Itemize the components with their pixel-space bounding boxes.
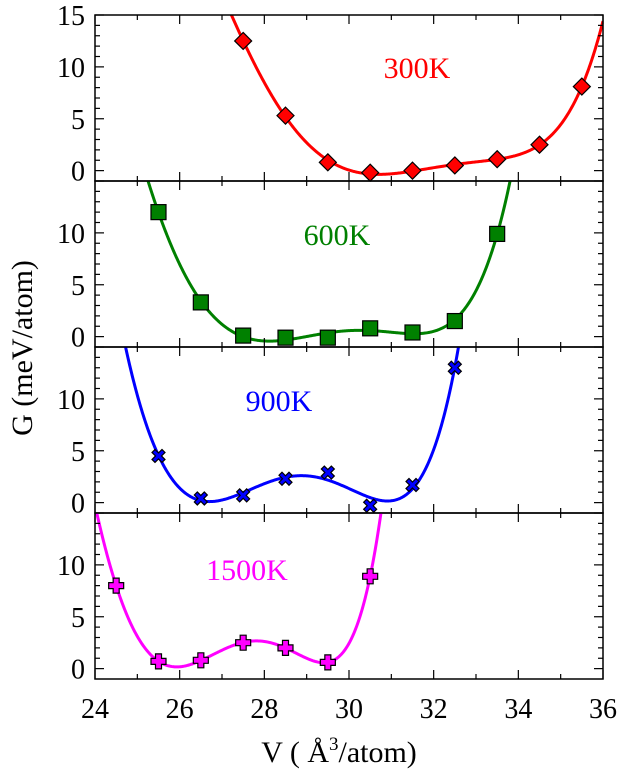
data-point (235, 488, 251, 503)
x-tick-label: 32 (420, 694, 448, 725)
x-axis-label-prefix: V ( Å (261, 736, 329, 769)
data-point (277, 639, 294, 656)
data-point (192, 294, 209, 311)
data-point (445, 156, 465, 175)
data-point (362, 498, 378, 514)
y-tick-label: 15 (57, 1, 85, 32)
data-point (572, 77, 592, 96)
data-point (362, 320, 379, 337)
data-point (150, 653, 167, 670)
x-tick-label: 28 (250, 694, 278, 725)
y-tick-label: 5 (71, 271, 85, 302)
data-point (233, 31, 253, 51)
x-tick-label: 26 (166, 694, 194, 725)
data-point (276, 106, 295, 125)
x-tick-label: 24 (81, 694, 109, 725)
fit-curve-900K (124, 347, 461, 504)
data-point (360, 163, 380, 183)
x-tick-labels: 24 26 28 30 32 34 36 (81, 694, 617, 725)
data-point (320, 465, 336, 480)
panel-frame (94, 14, 604, 182)
panel-frame (94, 180, 604, 348)
data-point (277, 329, 294, 346)
x-tick-label: 36 (589, 694, 617, 725)
y-tick-label: 10 (57, 219, 85, 250)
x-axis-label-suffix: /atom) (338, 736, 416, 769)
y-tick-label: 5 (71, 603, 85, 634)
data-point (447, 360, 463, 376)
data-point (530, 135, 549, 155)
data-point (487, 149, 507, 169)
y-tick-label: 0 (71, 157, 85, 188)
fit-curve-300K (229, 15, 603, 176)
data-point (193, 491, 209, 506)
fit-curve-600K (146, 181, 512, 343)
data-point (319, 329, 336, 346)
panel-label-300K: 300K (384, 52, 451, 85)
x-tick-label: 30 (335, 694, 363, 725)
panel-frame (94, 512, 604, 680)
data-point (362, 568, 379, 585)
data-point (108, 577, 125, 594)
data-point (151, 448, 166, 464)
x-axis-label-superscript: 3 (329, 734, 339, 755)
panel-1500K: 0 5 10 1500K (57, 512, 604, 686)
x-axis-label: V ( Å3/atom) (261, 734, 417, 769)
panel-label-1500K: 1500K (206, 554, 288, 587)
y-tick-label: 10 (57, 551, 85, 582)
chart-panels: 0 5 10 15 300K 0 5 10 600K 0 5 10 900K 0 5 10 1500K (57, 1, 604, 686)
panel-label-900K: 900K (246, 385, 313, 418)
data-point (150, 204, 167, 221)
y-tick-label: 0 (71, 323, 85, 354)
y-tick-label: 10 (57, 385, 85, 416)
data-point (278, 471, 293, 487)
fit-curve-1500K (95, 513, 383, 669)
y-tick-label: 10 (57, 53, 85, 84)
y-tick-label: 5 (71, 437, 85, 468)
y-tick-label: 5 (71, 105, 85, 136)
data-point (318, 152, 338, 172)
panel-300K: 0 5 10 15 300K (57, 1, 604, 188)
y-axis-label: G (meV/atom) (6, 260, 39, 436)
data-point (319, 654, 336, 671)
x-tick-label: 34 (504, 694, 532, 725)
panel-600K: 0 5 10 600K (57, 180, 604, 354)
data-point (446, 312, 463, 330)
data-point (405, 477, 420, 493)
data-point (192, 652, 209, 669)
y-tick-label: 0 (71, 655, 85, 686)
y-tick-label: 0 (71, 489, 85, 520)
panel-label-600K: 600K (304, 219, 371, 252)
data-point (404, 324, 421, 341)
data-point (235, 327, 252, 344)
data-point (489, 225, 506, 243)
data-point (235, 634, 252, 651)
data-point (403, 161, 422, 180)
